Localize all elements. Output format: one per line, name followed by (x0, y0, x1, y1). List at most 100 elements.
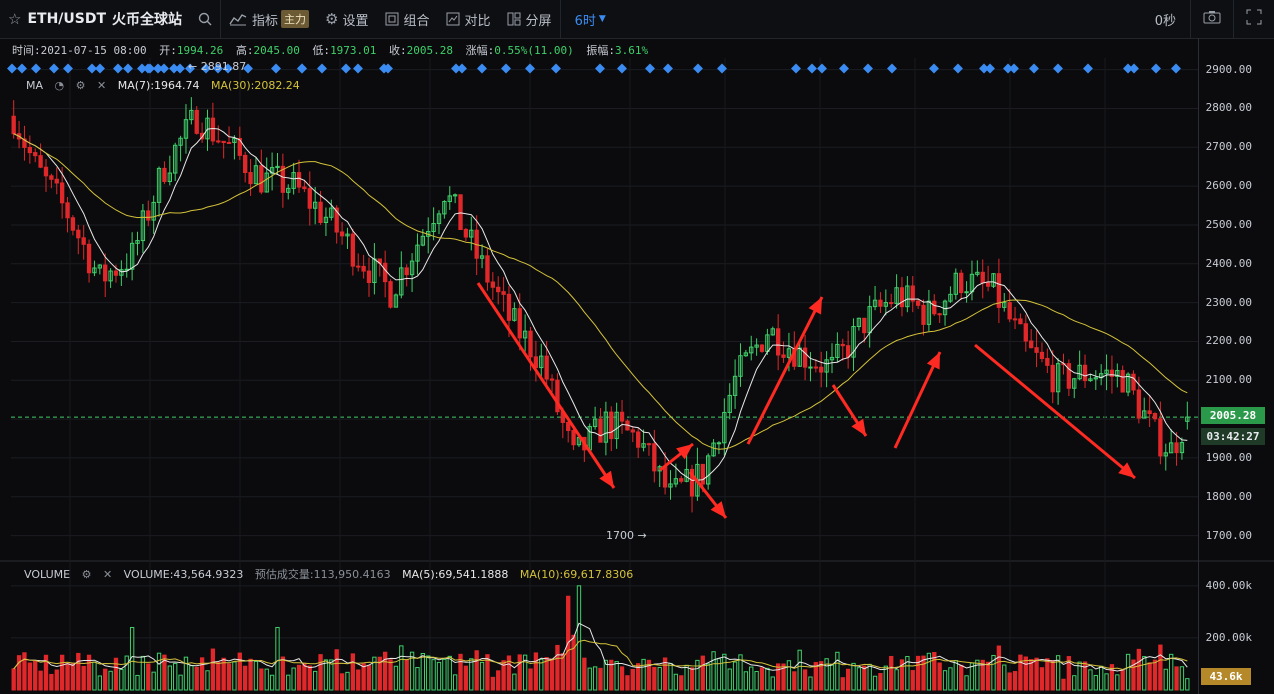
volume-bar (1163, 668, 1168, 691)
candle-body (1109, 369, 1115, 377)
candle-body (539, 355, 544, 369)
volume-bar (1179, 666, 1185, 691)
close-icon[interactable]: ✕ (102, 568, 113, 581)
candle-body (706, 455, 711, 485)
diamond-marker (887, 63, 897, 74)
diamond-marker (95, 63, 105, 74)
volume-bar (856, 667, 862, 691)
favorite-star[interactable]: ☆ ETH/USDT 火币全球站 (0, 0, 190, 38)
volume-bar (1077, 661, 1082, 691)
candle-body (598, 418, 603, 443)
candle-body (463, 229, 469, 238)
split-screen-button[interactable]: 分屏 (499, 0, 560, 38)
volume-bar (436, 661, 442, 691)
volume-bar (792, 671, 797, 691)
volume-bar (555, 644, 560, 691)
price-axis-label: 1700.00 (1205, 528, 1252, 542)
volume-bar (399, 645, 404, 691)
candle-body (722, 411, 727, 444)
candle-body (307, 188, 312, 209)
volume-bar (1152, 659, 1158, 691)
ma7-line (13, 127, 1188, 481)
volume-bar (1093, 674, 1098, 691)
candle-body (851, 326, 856, 358)
volume-bar (318, 654, 323, 691)
gear-icon[interactable]: ⚙ (81, 568, 92, 581)
trend-arrow-line (659, 442, 694, 472)
candle-body (775, 328, 781, 356)
volume-bar (194, 666, 199, 691)
close-icon[interactable]: ✕ (97, 79, 107, 92)
gear-icon[interactable]: ⚙ (75, 79, 86, 92)
volume-bar (883, 665, 888, 691)
candle-body (59, 182, 65, 204)
candle-body (609, 411, 614, 440)
settings-button[interactable]: ⚙ 设置 (317, 0, 376, 38)
candle-body (393, 294, 399, 308)
compare-button[interactable]: 对比 (438, 0, 499, 38)
diamond-marker (979, 63, 989, 74)
volume-bar (926, 652, 932, 691)
diamond-marker (169, 63, 179, 74)
candle-body (199, 132, 205, 140)
candle-body (980, 271, 985, 284)
candle-body (226, 142, 232, 145)
search-icon[interactable] (198, 12, 212, 26)
candle-body (334, 207, 339, 233)
diamond-marker (1129, 63, 1139, 74)
camera-icon[interactable] (1191, 10, 1233, 28)
candle-body (802, 347, 808, 368)
volume-bar (749, 666, 754, 691)
candle-body (119, 269, 124, 276)
volume-bar (226, 663, 232, 691)
candle-body (356, 265, 361, 268)
volume-bar (189, 665, 194, 691)
candle-body (797, 347, 802, 367)
chevron-down-icon: ▼ (598, 14, 606, 24)
candle-body (560, 411, 565, 423)
volume-bar (1109, 664, 1115, 691)
low-marker: 1700 → (606, 529, 647, 542)
candle-body (92, 267, 97, 274)
candle-body (840, 343, 845, 347)
candle-info-bar: 时间:2021-07-15 08:00 开:1994.26 高:2045.00 … (12, 42, 648, 58)
diamond-marker (451, 63, 461, 74)
volume-bar (205, 670, 210, 691)
volume-bar (442, 658, 447, 691)
diamond-marker (145, 63, 155, 74)
volume-bar (129, 626, 135, 691)
indicator-button[interactable]: 指标 主力 (221, 0, 317, 38)
volume-bar (27, 662, 33, 691)
diamond-marker (17, 63, 27, 74)
toolbar-right: 0秒 (1155, 0, 1274, 38)
eye-icon[interactable]: ◔ (54, 79, 65, 92)
volume-bar (996, 645, 1002, 691)
volume-bar (781, 663, 786, 691)
star-icon[interactable]: ☆ (8, 10, 22, 28)
volume-bar (366, 664, 372, 691)
search-button[interactable] (190, 0, 220, 38)
fullscreen-icon[interactable] (1234, 9, 1274, 29)
low-label: 低: (312, 44, 331, 57)
candle-body (819, 366, 824, 373)
volume-bar (307, 665, 312, 691)
candle-body (189, 109, 194, 121)
diamond-marker (143, 63, 153, 74)
trend-arrow-head (710, 501, 726, 518)
candle-body (339, 231, 345, 237)
candle-body (1093, 377, 1098, 380)
volume-bar (302, 663, 307, 691)
volume-bar (625, 675, 630, 691)
interval-selector[interactable]: 6时 ▼ (561, 0, 614, 38)
candle-body (867, 306, 872, 334)
volume-bar (1131, 659, 1136, 691)
volume-bar (86, 654, 92, 691)
candle-body (673, 478, 679, 485)
volume-bar (65, 663, 70, 691)
candle-body (555, 379, 560, 413)
volume-bar (183, 656, 189, 691)
volume-bar (959, 664, 964, 691)
combo-button[interactable]: 组合 (377, 0, 438, 38)
candle-body (38, 155, 43, 168)
